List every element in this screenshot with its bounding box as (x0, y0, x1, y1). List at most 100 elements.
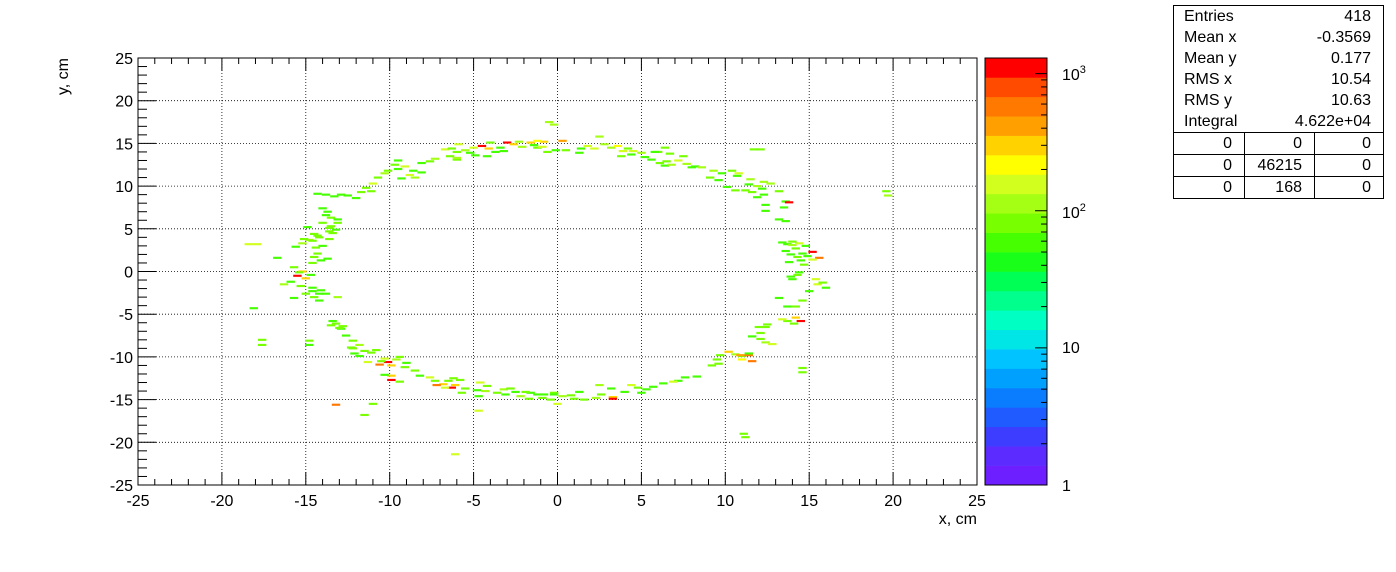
histogram-bin (781, 249, 790, 253)
histogram-bin (526, 141, 535, 144)
x-tick-label: 20 (884, 493, 902, 510)
histogram-bin (360, 349, 369, 352)
histogram-bin (383, 360, 393, 364)
histogram-bin (333, 296, 342, 299)
histogram-bin (633, 386, 643, 389)
histogram-bin (350, 352, 359, 355)
histogram-bin (533, 146, 542, 149)
histogram-bin (794, 271, 804, 274)
histogram-bin (325, 226, 334, 230)
histogram-bin (752, 185, 762, 188)
stat-row-rms-x: RMS x 10.54 (1174, 69, 1383, 90)
histogram-bin (521, 390, 530, 393)
colorbar-segment (985, 232, 1047, 253)
histogram-bin (747, 360, 757, 363)
histogram-bin (309, 255, 319, 259)
histogram-bin (731, 189, 740, 192)
x-tick-label: 10 (716, 493, 734, 510)
histogram-bin (328, 232, 337, 235)
histogram-bin (714, 362, 723, 365)
histogram-bin (363, 360, 373, 364)
histogram-bin (539, 393, 549, 396)
histogram-bin (294, 271, 304, 274)
histogram-bin (360, 413, 369, 417)
histogram-bin (338, 325, 347, 328)
histogram-bin (482, 155, 492, 158)
histogram-bin (799, 263, 809, 266)
stat-label: RMS x (1184, 71, 1232, 88)
colorbar-labels: 103 102 10 1 (1062, 64, 1086, 495)
y-tick-label: -15 (110, 393, 133, 410)
histogram-bin (746, 178, 755, 181)
histogram-bin (308, 286, 317, 289)
histogram-bin (395, 355, 404, 358)
histogram-bin (313, 252, 322, 255)
histogram-bin (744, 354, 753, 357)
histogram-bin (524, 397, 534, 400)
overflow-row-bottom: 0 168 0 (1174, 176, 1383, 198)
histogram-bin (417, 161, 426, 165)
histogram-bin (752, 196, 762, 199)
histogram-bin (474, 409, 483, 412)
histogram-bin (779, 206, 789, 209)
histogram-bin (794, 242, 804, 245)
overflow-cell: 46215 (1244, 155, 1314, 176)
histogram-bin (309, 296, 319, 299)
histogram-bin (549, 393, 559, 396)
y-tick-label: -5 (119, 307, 133, 324)
overflow-cell: 0 (1223, 135, 1232, 152)
histogram-bin (756, 337, 765, 341)
histogram-bin (315, 292, 324, 295)
histogram-bin (362, 186, 371, 189)
histogram-bin (440, 148, 450, 151)
y-tick-label: -20 (110, 435, 133, 452)
histogram-bin (309, 232, 319, 235)
histogram-bin (326, 324, 336, 327)
histogram-bin (538, 145, 547, 148)
colorbar-frame (984, 57, 1048, 486)
histogram-bin (650, 150, 660, 154)
histogram-bin (356, 191, 366, 194)
histogram-bin (499, 388, 508, 391)
x-tick-labels: -25 -20 -15 -10 -5 0 5 10 15 20 25 (126, 493, 986, 510)
stat-value: 418 (1344, 8, 1371, 25)
histogram-bin (244, 243, 253, 246)
histogram-bin (343, 194, 352, 197)
histogram-bin (591, 396, 601, 399)
histogram-bin (306, 273, 316, 276)
histogram-bin (348, 339, 357, 342)
histogram-bin (744, 183, 753, 186)
histogram-bin (811, 278, 821, 281)
histogram-bin (457, 391, 467, 394)
x-tick-label: 5 (637, 493, 646, 510)
histogram-bin (786, 275, 795, 278)
histogram-bin (796, 319, 806, 323)
histogram-bin (613, 144, 623, 148)
histogram-bin (303, 226, 312, 229)
histogram-bin (566, 394, 576, 397)
histogram-bin (501, 393, 510, 396)
histogram-bin (798, 366, 807, 370)
colorbar-segment (985, 271, 1047, 292)
histogram-bin (707, 364, 717, 367)
histogram-bin (289, 266, 299, 269)
histogram-bin (257, 338, 267, 341)
stat-row-mean-y: Mean y 0.177 (1174, 48, 1383, 69)
stat-row-integral: Integral 4.622e+04 (1174, 111, 1383, 132)
histogram-bin (393, 167, 403, 171)
histogram-bin (367, 351, 376, 354)
histogram-bin (304, 339, 314, 342)
histogram-bin (328, 319, 337, 323)
histogram-bin (712, 358, 722, 361)
histogram-bin (793, 255, 802, 259)
histogram-bin (368, 402, 378, 405)
x-tick-label: -5 (466, 493, 480, 510)
histogram-bin (400, 165, 409, 168)
histogram-bin (273, 256, 282, 259)
histogram-bin (518, 145, 527, 148)
x-tick-label: -15 (294, 493, 317, 510)
histogram-bin (759, 193, 769, 196)
histogram-bin (761, 341, 770, 344)
histogram-bin (801, 244, 811, 247)
